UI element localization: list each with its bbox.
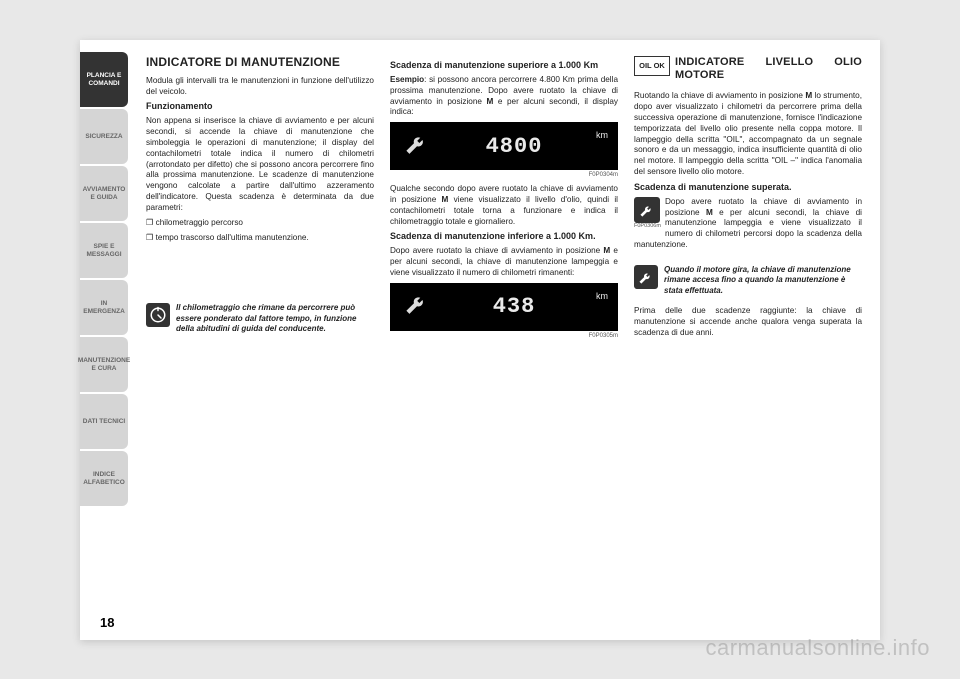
col3-icon-caption: F0P0306m [634,223,660,230]
watermark: carmanualsonline.info [705,635,930,661]
tab-sicurezza[interactable]: SICUREZZA [80,109,128,164]
tab-manutenzione[interactable]: MANUTENZIONE E CURA [80,337,128,392]
col2-p3: Dopo avere ruotato la chiave di avviamen… [390,246,618,278]
col2-p1-prefix: Esempio [390,75,424,84]
wrench-icon-2 [404,290,430,323]
col3-p1-pre: Ruotando la chiave di avviamento in posi… [634,91,805,100]
display-438: 438 km [390,283,618,331]
tab-emergenza[interactable]: IN EMERGENZA [80,280,128,335]
col2-h2-2: Scadenza di manutenzione inferiore a 1.0… [390,231,618,243]
col3-p2: Dopo avere ruotato la chiave di avviamen… [634,197,862,251]
display1-caption: F0P0304m [390,172,618,180]
col3-p3: Prima delle due scadenze raggiunte: la c… [634,306,862,338]
col3-p2-bold: M [706,208,713,217]
column-3: OIL OK INDICATORE LIVELLO OLIO MOTORE Ru… [634,56,862,630]
display2-unit: km [596,291,608,303]
col1-warning-box: Il chilometraggio che rimane da percorre… [146,303,374,334]
col1-p1: Modula gli intervalli tra le manutenzion… [146,76,374,98]
display1-unit: km [596,130,608,142]
display1-digits: 4800 [486,132,543,161]
col3-p1-suf: lo strumento, dopo aver visualizzato i c… [634,91,862,176]
col3-h2-1: Scadenza di manutenzione superata. [634,182,862,194]
col3-warning-box: Quando il motore gira, la chiave di manu… [634,265,862,296]
tab-indice[interactable]: INDICE ALFABETICO [80,451,128,506]
tab-plancia[interactable]: PLANCIA E COMANDI [80,52,128,107]
display-4800: 4800 km [390,122,618,170]
page-number: 18 [100,615,114,630]
col3-p1: Ruotando la chiave di avviamento in posi… [634,91,862,178]
manual-page: PLANCIA E COMANDI SICUREZZA AVVIAMENTO E… [80,40,880,640]
sidebar-tabs: PLANCIA E COMANDI SICUREZZA AVVIAMENTO E… [80,40,128,640]
display2-caption: F0P0305m [390,333,618,341]
tab-spie[interactable]: SPIE E MESSAGGI [80,223,128,278]
col3-warning-text: Quando il motore gira, la chiave di manu… [664,265,862,296]
col1-warning-text: Il chilometraggio che rimane da percorre… [176,303,374,334]
col1-li2: ❒ tempo trascorso dall'ultima manutenzio… [146,233,374,244]
tab-dati-tecnici[interactable]: DATI TECNICI [80,394,128,449]
col2-p1: Esempio: si possono ancora percorrere 4.… [390,75,618,118]
col3-icon-paragraph: F0P0306m Dopo avere ruotato la chiave di… [634,197,862,255]
warning-icon-2 [634,265,658,289]
column-1: INDICATORE DI MANUTENZIONE Modula gli in… [146,56,374,630]
oil-ok-badge: OIL OK [634,56,670,76]
col1-li1: ❒ chilometraggio percorso [146,218,374,229]
col1-h2-1: Funzionamento [146,101,374,113]
wrench-icon-small [634,197,660,223]
col1-heading: INDICATORE DI MANUTENZIONE [146,56,374,70]
col1-p2: Non appena si inserisce la chiave di avv… [146,116,374,213]
wrench-icon [404,130,430,163]
display2-digits: 438 [493,292,536,321]
col2-p3-pre: Dopo avere ruotato la chiave di avviamen… [390,246,603,255]
column-2: Scadenza di manutenzione superiore a 1.0… [390,56,618,630]
col2-h2-1: Scadenza di manutenzione superiore a 1.0… [390,60,618,72]
tab-avviamento[interactable]: AVVIAMENTO E GUIDA [80,166,128,221]
col2-p2: Qualche secondo dopo avere ruotato la ch… [390,184,618,227]
content-area: INDICATORE DI MANUTENZIONE Modula gli in… [128,40,880,640]
warning-icon [146,303,170,327]
